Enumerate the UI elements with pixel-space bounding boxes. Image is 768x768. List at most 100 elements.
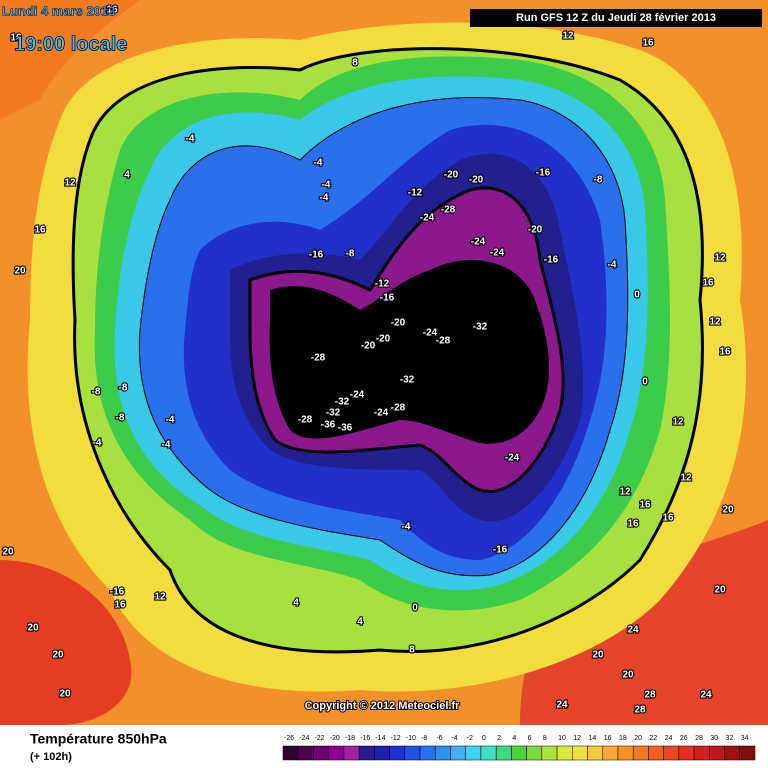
colorbar-tick-label: 18 [619, 735, 627, 742]
contour-label: -4 [93, 438, 102, 449]
colorbar-swatch [511, 745, 527, 761]
contour-label: -16 [110, 587, 125, 598]
isotherm [248, 186, 565, 493]
contour-label: 16 [719, 347, 731, 358]
colorbar-swatch [465, 745, 482, 761]
contour-label: 16 [642, 38, 654, 49]
colorbar-tick-label: 4 [512, 735, 516, 742]
contour-label: -32 [473, 322, 488, 333]
contour-label: -8 [119, 383, 128, 394]
colorbar-swatch [450, 745, 466, 761]
colorbar-swatch [648, 745, 664, 761]
colorbar-tick-label: 24 [665, 735, 673, 742]
colorbar-swatch [282, 745, 299, 761]
run-box [470, 9, 762, 27]
contour-label: -28 [436, 336, 451, 347]
colorbar-swatch [693, 745, 710, 761]
contour-label: 0 [412, 603, 418, 614]
contour-label: 4 [293, 598, 299, 609]
contour-label: 20 [27, 623, 39, 634]
colorbar-swatch [419, 745, 436, 761]
colorbar-tick-label: 26 [680, 735, 688, 742]
contour-label: 4 [357, 617, 363, 628]
contour-label: 12 [154, 592, 166, 603]
contour-label: -4 [314, 158, 323, 169]
colorbar-swatch [480, 745, 497, 761]
contour-label: 16 [639, 500, 651, 511]
contour-label: 20 [622, 670, 634, 681]
colorbar-swatch [343, 745, 360, 761]
contour-label: -20 [469, 175, 484, 186]
colorbar-tick-label: -18 [345, 735, 355, 742]
colorbar-tick-label: 14 [589, 735, 597, 742]
contour-label: -24 [423, 328, 438, 339]
colorbar-swatch [541, 745, 558, 761]
contour-label: 12 [562, 31, 574, 42]
contour-label: 16 [114, 600, 126, 611]
contour-labels: 16 16 8 12 16 -4 4 12 16 20 -4 -4 -4 -20 -20 -16 -8 -12 -2… [1, 4, 735, 717]
colorbar-swatch [724, 745, 741, 761]
colorbar-swatch [709, 745, 725, 761]
contour-label: -24 [420, 213, 435, 224]
colorbar-swatch [389, 745, 406, 761]
contour-label: -28 [441, 205, 456, 216]
contour-label: -16 [544, 255, 559, 266]
contour-label: -24 [350, 390, 365, 401]
contour-label: -8 [92, 387, 101, 398]
colorbar-swatch [495, 745, 512, 761]
colorbar-swatch [663, 745, 680, 761]
warm-area [0, 560, 132, 725]
colorbar-tick-label: -14 [375, 735, 385, 742]
cold-core [269, 260, 550, 444]
contour-label: 28 [634, 705, 646, 716]
colorbar-tick-label: 16 [604, 735, 612, 742]
contour-label: -16 [536, 168, 551, 179]
isotherm [138, 97, 629, 577]
colorbar-tick-label: 20 [634, 735, 642, 742]
colorbar-tick-label: -8 [421, 735, 427, 742]
contour-label: -36 [321, 420, 336, 431]
warm-area [0, 0, 140, 120]
colorbar-swatch [404, 745, 421, 761]
colorbar-tick-label: -24 [299, 735, 309, 742]
zero-isotherm [71, 47, 704, 654]
copyright: Copyright © 2012 Meteociel.fr [305, 700, 461, 712]
contour-label: 8 [352, 58, 358, 69]
contour-label: -20 [444, 170, 459, 181]
contour-label: -20 [376, 334, 391, 345]
colorbar-swatch [328, 745, 345, 761]
colorbar-tick-label: 30 [710, 735, 718, 742]
contour-label: -4 [186, 134, 195, 145]
contour-label: -4 [320, 193, 329, 204]
contour-label: -12 [375, 279, 390, 290]
contour-label: -4 [166, 415, 175, 426]
contour-label: 16 [34, 225, 46, 236]
contour-label: -24 [374, 408, 389, 419]
contour-label: -12 [408, 188, 423, 199]
contour-label: 8 [409, 645, 415, 656]
contour-label: -8 [116, 413, 125, 424]
contour-label: 12 [64, 178, 76, 189]
contour-label: 12 [714, 253, 726, 264]
contour-label: -28 [298, 415, 313, 426]
contour-label: 12 [619, 487, 631, 498]
contour-label: 20 [52, 650, 64, 661]
colorbar-tick-label: -2 [467, 735, 473, 742]
colorbar-swatch [556, 745, 573, 761]
colorbar-tick-label: 0 [482, 735, 486, 742]
contour-label: 0 [634, 290, 640, 301]
contour-label: 16 [662, 513, 674, 524]
colorbar-swatch [632, 745, 649, 761]
colorbar: -26 -24 -22 -20 -18 -16 -14 -12 -10 -8 -6 -4 -2 0 2 4 6 8… [282, 735, 756, 761]
colorbar-tick-label: 8 [543, 735, 547, 742]
contour-label: -24 [490, 248, 505, 259]
contour-label: 16 [106, 5, 118, 16]
contour-label: 24 [700, 690, 712, 701]
contour-label: 28 [644, 690, 656, 701]
colorbar-tick-label: -20 [330, 735, 340, 742]
colorbar-tick-label: 34 [741, 735, 749, 742]
contour-label: 24 [556, 700, 568, 711]
colorbar-tick-label: -4 [451, 735, 457, 742]
contour-label: 20 [592, 650, 604, 661]
contour-label: 16 [702, 278, 714, 289]
